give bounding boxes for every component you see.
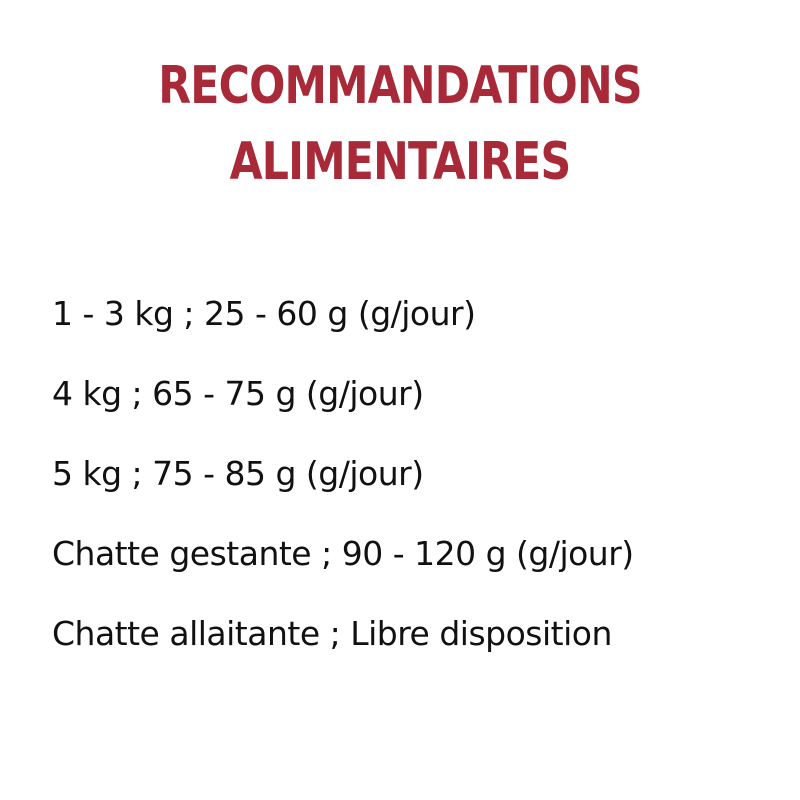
list-item: Chatte gestante ; 90 - 120 g (g/jour) bbox=[52, 534, 634, 573]
title-line-2: ALIMENTAIRES bbox=[229, 132, 572, 192]
list-item: 1 - 3 kg ; 25 - 60 g (g/jour) bbox=[52, 294, 476, 333]
page-title: RECOMMANDATIONS ALIMENTAIRES bbox=[72, 48, 728, 200]
list-item: 4 kg ; 65 - 75 g (g/jour) bbox=[52, 374, 424, 413]
recommendation-list: 1 - 3 kg ; 25 - 60 g (g/jour) 4 kg ; 65 … bbox=[52, 288, 634, 688]
list-item: Chatte allaitante ; Libre disposition bbox=[52, 614, 612, 653]
title-line-1: RECOMMANDATIONS bbox=[158, 56, 642, 116]
list-item: 5 kg ; 75 - 85 g (g/jour) bbox=[52, 454, 424, 493]
